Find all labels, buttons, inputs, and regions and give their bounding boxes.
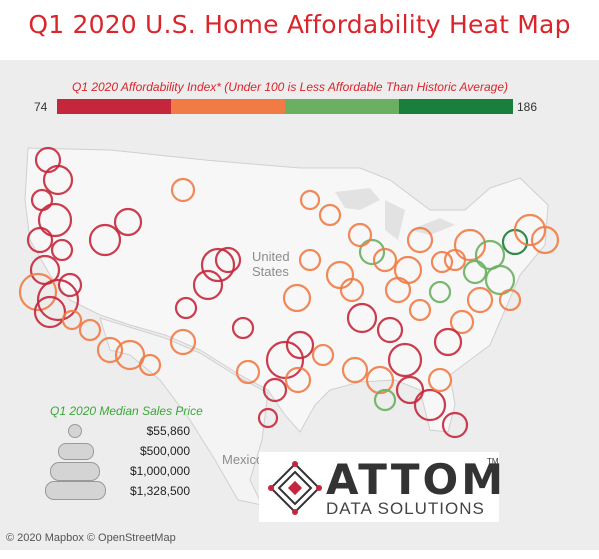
map-canvas — [18, 146, 560, 506]
market-circle-16 — [138, 353, 162, 377]
market-circle-17 — [88, 223, 122, 257]
market-circle-6 — [50, 238, 74, 262]
market-circle-66 — [373, 388, 397, 412]
market-circle-47 — [372, 247, 398, 273]
market-circle-62 — [384, 276, 412, 304]
market-circle-31 — [257, 407, 279, 429]
legend-color-bar — [57, 99, 513, 114]
price-symbol-3 — [50, 462, 100, 481]
market-circle-22 — [214, 246, 242, 274]
market-circle-56 — [466, 286, 494, 314]
market-circle-8 — [57, 272, 83, 298]
market-circle-38 — [376, 316, 404, 344]
market-circle-25 — [231, 316, 255, 340]
price-symbol-1 — [68, 424, 82, 438]
attom-logo-mark — [268, 461, 322, 515]
market-circle-35 — [325, 260, 355, 290]
price-value-1: $55,860 — [146, 424, 190, 438]
label-united: United — [252, 249, 290, 264]
market-circle-30 — [311, 343, 335, 367]
market-circle-40 — [365, 365, 395, 395]
market-circle-67 — [347, 222, 373, 248]
legend-max-label: 186 — [517, 100, 538, 114]
legend-segment-2 — [171, 99, 285, 114]
market-circle-27 — [285, 330, 315, 360]
attom-logo — [259, 452, 499, 522]
market-circle-19 — [170, 177, 196, 203]
market-circle-50 — [453, 228, 487, 262]
market-circle-1 — [34, 146, 62, 174]
price-value-3: $1,000,000 — [129, 464, 190, 478]
market-circle-60 — [318, 203, 342, 227]
map-attribution: © 2020 Mapbox © OpenStreetMap — [6, 532, 176, 544]
legend-segment-1 — [57, 99, 171, 114]
market-circle-63 — [462, 259, 488, 285]
market-circle-21 — [192, 269, 224, 301]
label-states: States — [252, 264, 289, 279]
market-circle-29 — [284, 366, 312, 394]
market-circle-23 — [174, 296, 198, 320]
market-circle-14 — [96, 336, 124, 364]
market-circle-11 — [33, 295, 67, 329]
affordability-circles — [18, 146, 560, 439]
price-legend-title: Q1 2020 Median Sales Price — [50, 404, 203, 418]
market-circle-32 — [235, 359, 261, 385]
attom-logo-tm: TM — [487, 457, 499, 466]
market-circle-18 — [113, 207, 143, 237]
market-circle-41 — [341, 356, 369, 384]
market-circle-55 — [484, 264, 516, 296]
attom-logo-name: ATTOM — [326, 455, 507, 504]
market-circle-24 — [169, 328, 197, 356]
market-circle-42 — [395, 375, 425, 405]
market-circle-15 — [114, 339, 146, 371]
market-circle-59 — [408, 298, 432, 322]
market-circle-44 — [427, 367, 453, 393]
market-circle-34 — [298, 248, 322, 272]
market-circle-54 — [530, 225, 560, 255]
market-circle-26 — [265, 340, 305, 380]
legend-segment-4 — [399, 99, 513, 114]
legend-segment-3 — [285, 99, 399, 114]
market-circle-58 — [433, 327, 463, 357]
market-circle-39 — [387, 342, 423, 378]
market-circle-53 — [513, 213, 547, 247]
market-circle-69 — [443, 248, 467, 272]
market-circle-20 — [200, 247, 236, 283]
great-lakes — [335, 188, 455, 240]
market-circle-65 — [428, 280, 452, 304]
market-circle-64 — [498, 288, 522, 312]
market-circle-46 — [358, 238, 386, 266]
market-circle-43 — [413, 388, 447, 422]
market-circle-4 — [37, 202, 73, 238]
market-circle-57 — [449, 309, 475, 335]
legend-title: Q1 2020 Affordability Index* (Under 100 … — [71, 80, 508, 94]
market-circle-36 — [339, 277, 365, 303]
market-circle-5 — [26, 226, 54, 254]
market-circle-45 — [441, 411, 469, 439]
market-circle-28 — [262, 377, 288, 403]
page-title: Q1 2020 U.S. Home Affordability Heat Map — [28, 10, 571, 39]
price-value-2: $500,000 — [139, 444, 190, 458]
attom-logo-subtitle: DATA SOLUTIONS — [326, 499, 485, 518]
market-circle-37 — [346, 302, 378, 334]
price-symbol-2 — [58, 443, 94, 460]
price-value-4: $1,328,500 — [129, 484, 190, 498]
market-circle-10 — [36, 278, 80, 322]
market-circle-68 — [406, 226, 434, 254]
label-mexico: Mexico — [222, 452, 264, 467]
market-circle-33 — [282, 283, 312, 313]
market-circle-49 — [430, 250, 454, 274]
market-circle-2 — [42, 164, 74, 196]
legend-min-label: 74 — [34, 100, 48, 114]
market-circle-61 — [299, 189, 321, 211]
market-circle-12 — [61, 309, 83, 331]
market-circle-9 — [18, 272, 58, 312]
price-symbol-4 — [45, 481, 106, 500]
market-circle-13 — [78, 318, 102, 342]
